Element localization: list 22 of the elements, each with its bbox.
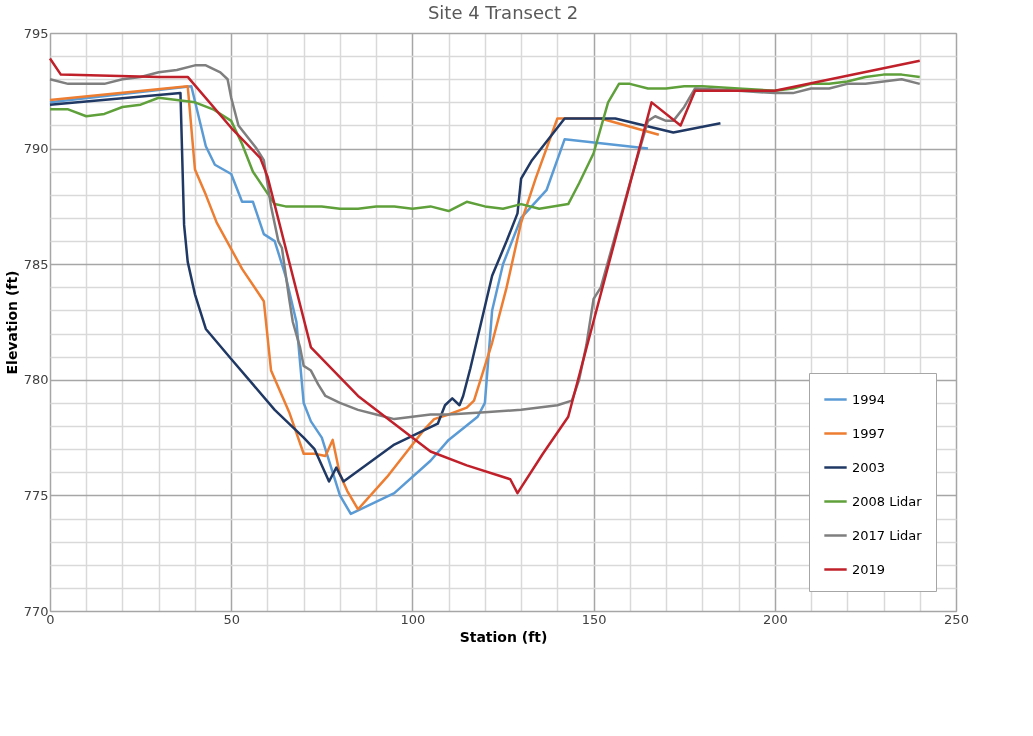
y-tick-label: 775: [23, 487, 49, 503]
x-tick-label: 250: [944, 611, 969, 627]
legend-label: 1997: [852, 425, 886, 441]
legend-label: 2017 Lidar: [852, 527, 923, 543]
y-tick-label: 795: [23, 25, 49, 41]
x-tick-label: 50: [223, 611, 240, 627]
legend-label: 2003: [852, 459, 886, 475]
line-series: [48, 57, 922, 495]
y-tick-label: 785: [23, 256, 49, 272]
x-tick-label: 150: [581, 611, 607, 627]
y-tick-label: 790: [23, 141, 49, 157]
legend-label: 2008 Lidar: [852, 493, 923, 509]
y-axis-title: Elevation (ft): [3, 270, 20, 375]
y-tick-label: 780: [23, 372, 49, 388]
x-tick-label: 100: [400, 611, 426, 627]
chart-title: Site 4 Transect 2: [427, 2, 579, 23]
x-axis-title: Station (ft): [459, 628, 548, 645]
line-series: [48, 73, 922, 213]
x-tick-label: 200: [762, 611, 788, 627]
legend-label: 2019: [852, 561, 886, 577]
line-series: [48, 91, 722, 483]
legend-label: 1994: [852, 391, 886, 407]
